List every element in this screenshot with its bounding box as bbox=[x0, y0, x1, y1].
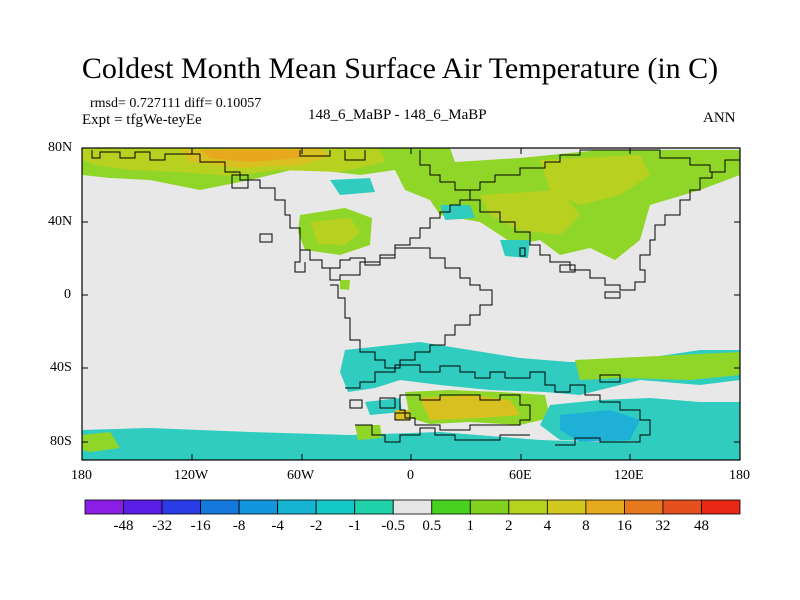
experiment-label: Expt = tfgWe-teyEe bbox=[82, 112, 202, 128]
colorbar-swatch bbox=[123, 499, 163, 515]
lon-label-180e: 180 bbox=[729, 468, 750, 483]
season-label: ANN bbox=[703, 110, 736, 126]
lon-label-0: 0 bbox=[407, 468, 414, 483]
axis-ticks bbox=[82, 147, 740, 460]
comparison-label: 148_6_MaBP - 148_6_MaBP bbox=[308, 107, 487, 123]
colorbar-swatch bbox=[161, 499, 201, 515]
colorbar-swatch bbox=[392, 499, 433, 515]
colorbar-label: -0.5 bbox=[381, 518, 406, 534]
colorbar-label: -16 bbox=[190, 518, 211, 534]
colorbar-label: 0.5 bbox=[422, 518, 442, 534]
colorbar-swatch bbox=[277, 499, 317, 515]
colorbar-label: -4 bbox=[271, 518, 284, 534]
lat-label-40n: 40N bbox=[48, 214, 73, 229]
coastlines bbox=[91, 149, 740, 446]
colorbar-swatch bbox=[354, 499, 394, 515]
colorbar-swatch bbox=[315, 499, 356, 515]
lat-label-80n: 80N bbox=[48, 140, 73, 155]
anomaly-fields bbox=[82, 148, 740, 460]
lon-label-180w: 180 bbox=[71, 468, 92, 483]
lat-label-40s: 40S bbox=[50, 360, 72, 375]
lat-label-0: 0 bbox=[64, 287, 71, 302]
colorbar-label: -8 bbox=[232, 518, 246, 534]
colorbar-label: 4 bbox=[543, 518, 552, 534]
colorbar-swatch bbox=[701, 499, 741, 515]
lat-label-80s: 80S bbox=[50, 434, 72, 449]
lon-label-60w: 60W bbox=[287, 468, 315, 483]
colorbar-label: 1 bbox=[466, 518, 475, 534]
colorbar-swatch bbox=[238, 499, 279, 515]
colorbar-label: 32 bbox=[655, 518, 671, 534]
colorbar-label: -32 bbox=[152, 518, 173, 534]
colorbar-label: -2 bbox=[309, 518, 323, 534]
colorbar-swatch bbox=[431, 499, 471, 515]
colorbar-swatch bbox=[200, 499, 240, 515]
colorbar-swatch bbox=[469, 499, 510, 515]
colorbar-label: 2 bbox=[505, 518, 513, 534]
colorbar bbox=[84, 499, 741, 515]
colorbar-swatch bbox=[84, 499, 124, 515]
colorbar-label: -48 bbox=[113, 518, 134, 534]
lon-label-120e: 120E bbox=[614, 468, 644, 483]
colorbar-label: 48 bbox=[694, 518, 709, 534]
lon-label-60e: 60E bbox=[509, 468, 532, 483]
colorbar-swatch bbox=[508, 499, 548, 515]
colorbar-swatch bbox=[546, 499, 587, 515]
colorbar-label: 8 bbox=[582, 518, 590, 534]
lon-label-120w: 120W bbox=[174, 468, 209, 483]
plot-title: Coldest Month Mean Surface Air Temperatu… bbox=[81, 52, 719, 85]
colorbar-label: 16 bbox=[616, 518, 632, 534]
colorbar-swatch bbox=[624, 499, 664, 515]
stats-text: rmsd= 0.727111 diff= 0.10057 bbox=[90, 96, 262, 111]
colorbar-swatch bbox=[585, 499, 625, 515]
colorbar-swatch bbox=[662, 499, 702, 515]
colorbar-label: -1 bbox=[348, 518, 361, 534]
